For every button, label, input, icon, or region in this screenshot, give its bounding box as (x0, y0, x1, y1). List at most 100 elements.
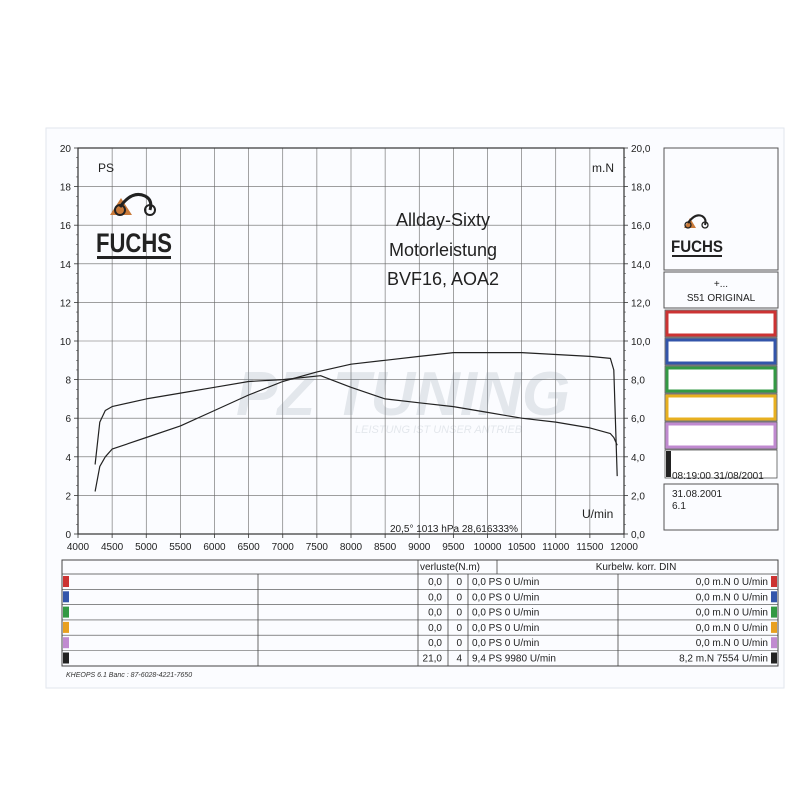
row-torque: 0,0 m.N 0 U/min (696, 608, 768, 619)
swatch-color (666, 451, 671, 477)
watermark-subtext: LEISTUNG IST UNSER ANTRIEB (355, 424, 522, 436)
y-right-tick-label: 2,0 (631, 491, 645, 502)
y-left-tick-label: 16 (60, 221, 72, 232)
y-right-tick-label: 12,0 (631, 298, 651, 309)
y-left-tick-label: 0 (65, 530, 71, 541)
x-tick-label: 8000 (340, 542, 363, 553)
side-label-box (663, 271, 779, 309)
row-loss-index: 0 (456, 608, 462, 619)
fuchs-logo: FUCHS (96, 192, 172, 259)
row-color-chip-right (771, 652, 777, 664)
y-left-tick-label: 12 (60, 298, 72, 309)
footer-info: KHEOPS 6.1 Banc : 87-6028-4221-7650 (66, 672, 192, 679)
x-tick-label: 10000 (474, 542, 502, 553)
y-left-tick-label: 4 (65, 453, 71, 464)
side-title: +... (714, 279, 728, 290)
row-loss-value: 0,0 (428, 577, 442, 588)
swatch-color (665, 394, 777, 421)
x-tick-label: 7000 (272, 542, 295, 553)
watermark-text: PZ TUNING (236, 360, 570, 429)
row-power: 0,0 PS 0 U/min (472, 638, 539, 649)
chart-title-line-1: Allday-Sixty (396, 210, 490, 230)
y-left-tick-label: 8 (65, 376, 71, 387)
x-tick-label: 5500 (169, 542, 192, 553)
y-right-tick-label: 6,0 (631, 414, 645, 425)
row-power: 0,0 PS 0 U/min (472, 577, 539, 588)
y-axis-left-ticks: 0 2 4 6 8 10 12 14 16 18 20 (60, 144, 78, 541)
swatch-color (665, 422, 777, 449)
y-right-tick-label: 16,0 (631, 221, 651, 232)
swatch-cell (664, 449, 778, 479)
row-color-chip-left (63, 621, 69, 633)
row-power: 0,0 PS 0 U/min (472, 608, 539, 619)
x-tick-label: 9000 (408, 542, 431, 553)
chart-series (94, 352, 618, 492)
side-logo-box (663, 147, 779, 271)
y-right-tick-label: 14,0 (631, 260, 651, 271)
swatch-cell (664, 393, 778, 422)
side-logo-text: FUCHS (671, 237, 723, 256)
swatch-cell (664, 337, 778, 366)
row-loss-value: 0,0 (428, 638, 442, 649)
row-color-chip-right (771, 606, 777, 618)
y-right-tick-label: 0,0 (631, 530, 645, 541)
x-tick-label: 7500 (306, 542, 329, 553)
x-tick-label: 12000 (610, 542, 638, 553)
ambient-conditions: 20,5° 1013 hPa 28,616333% (390, 524, 518, 535)
side-logo-rider-icon (687, 214, 707, 226)
row-loss-value: 0,0 (428, 608, 442, 619)
row-loss-index: 0 (456, 638, 462, 649)
y-left-tick-label: 2 (65, 491, 71, 502)
swatch-color (665, 366, 777, 393)
row-color-chip-right (771, 637, 777, 649)
y-left-tick-label: 14 (60, 260, 72, 271)
side-fuchs-logo: FUCHS (671, 214, 723, 257)
side-logo-underline (672, 255, 722, 257)
row-loss-value: 0,0 (428, 623, 442, 634)
torque-curve (94, 375, 618, 465)
swatch-cell (664, 309, 778, 338)
row-torque: 0,0 m.N 0 U/min (696, 577, 768, 588)
y-axis-right-ticks: 0,0 2,0 4,0 6,0 8,0 10,0 12,0 14,0 16,0 18,0 20,0 (624, 144, 651, 541)
right-axis-unit: m.N (592, 161, 614, 175)
x-tick-label: 4000 (67, 542, 90, 553)
swatch-cell (664, 421, 778, 450)
y-right-tick-label: 10,0 (631, 337, 651, 348)
table-frame (61, 559, 779, 667)
y-right-tick-label: 8,0 (631, 376, 645, 387)
x-tick-label: 9500 (442, 542, 465, 553)
logo-text: FUCHS (96, 228, 172, 258)
side-timestamp: 08:19:00 31/08/2001 (672, 471, 764, 482)
row-torque: 8,2 m.N 7554 U/min (679, 654, 768, 665)
left-axis-unit: PS (98, 161, 114, 175)
x-axis-unit: U/min (582, 507, 613, 521)
x-tick-label: 11000 (542, 542, 570, 553)
y-right-tick-label: 20,0 (631, 144, 651, 155)
row-loss-index: 4 (456, 654, 462, 665)
y-right-tick-label: 18,0 (631, 183, 651, 194)
table-rows: 0,0 0 0,0 PS 0 U/min 0,0 m.N 0 U/min 0,0 0 0,0… (62, 576, 778, 665)
row-torque: 0,0 m.N 0 U/min (696, 623, 768, 634)
row-color-chip-right (771, 576, 777, 587)
side-version: 6.1 (672, 501, 686, 512)
x-tick-label: 6500 (238, 542, 261, 553)
chart-title-line-3: BVF16, AOA2 (387, 269, 499, 289)
results-table: verluste(N.m) Kurbelw. korr. DIN 0,0 0 0,0… (61, 559, 779, 667)
table-header-loss: verluste(N.m) (420, 562, 480, 573)
row-torque: 0,0 m.N 0 U/min (696, 638, 768, 649)
logo-underline (97, 256, 171, 259)
row-color-chip-left (63, 591, 69, 603)
y-left-tick-label: 20 (60, 144, 72, 155)
side-panel: FUCHS +... S51 ORIGINAL 08:19:00 31/08/2… (663, 147, 779, 531)
x-tick-label: 6000 (203, 542, 226, 553)
x-tick-label: 8500 (374, 542, 397, 553)
side-date-box (663, 483, 779, 531)
row-power: 0,0 PS 0 U/min (472, 623, 539, 634)
row-torque: 0,0 m.N 0 U/min (696, 592, 768, 603)
row-loss-index: 0 (456, 577, 462, 588)
dyno-chart: 4000 4500 5000 5500 6000 6500 7000 7500 8000 8500… (60, 144, 651, 553)
row-loss-value: 21,0 (423, 654, 443, 665)
row-color-chip-left (63, 576, 69, 587)
power-curve (94, 352, 618, 492)
